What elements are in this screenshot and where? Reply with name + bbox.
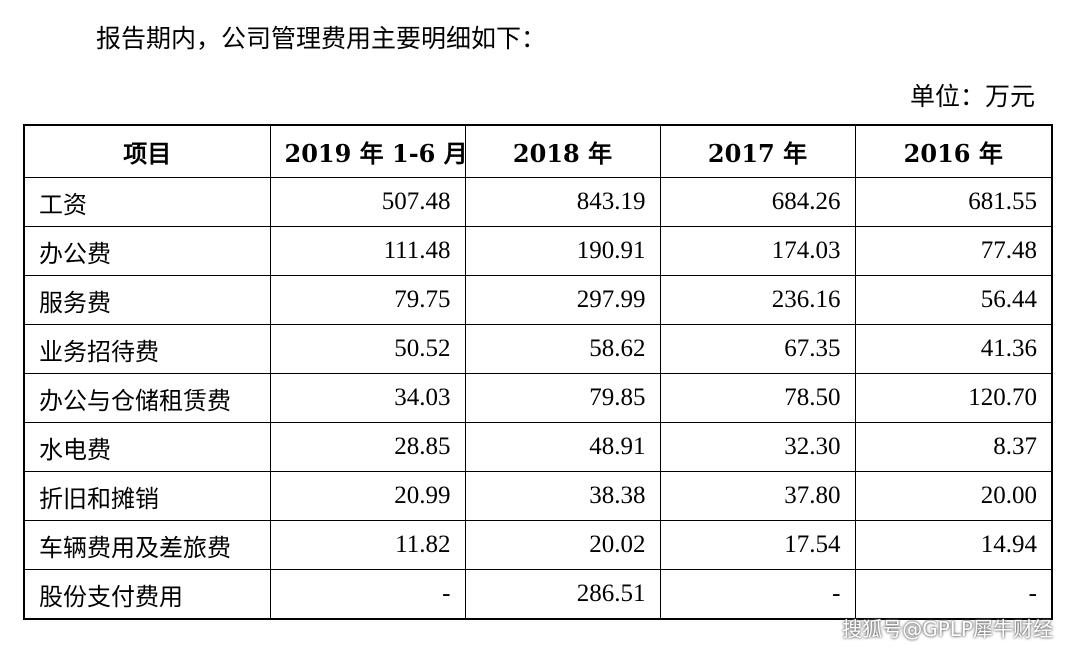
cell-2019-h1: 34.03 <box>269 373 466 423</box>
cell-2018: 58.62 <box>464 324 661 374</box>
table-row: 工资 507.48 843.19 684.26 681.55 <box>23 177 1053 227</box>
unit-label: 单位：万元 <box>909 82 1035 111</box>
cell-2018: 48.91 <box>464 422 661 472</box>
cell-2016: 8.37 <box>854 422 1053 472</box>
cell-2019-h1: 79.75 <box>269 275 466 325</box>
table-row: 办公与仓储租赁费 34.03 79.85 78.50 120.70 <box>23 373 1053 423</box>
cell-2017: 32.30 <box>659 422 856 472</box>
cell-2017: - <box>659 569 856 620</box>
header-item: 项目 <box>23 124 271 178</box>
cell-2019-h1: 11.82 <box>269 520 466 570</box>
table-row: 业务招待费 50.52 58.62 67.35 41.36 <box>23 324 1053 374</box>
row-item-label: 办公费 <box>23 226 271 276</box>
cell-2018: 297.99 <box>464 275 661 325</box>
cell-2016: - <box>854 569 1053 620</box>
cell-2018: 190.91 <box>464 226 661 276</box>
cell-2016: 41.36 <box>854 324 1053 374</box>
cell-2019-h1: 50.52 <box>269 324 466 374</box>
cell-2017: 17.54 <box>659 520 856 570</box>
table-header-row: 项目 2019 年 1-6 月 2018 年 2017 年 2016 年 <box>23 124 1053 178</box>
row-item-label: 股份支付费用 <box>23 569 271 620</box>
table-row: 股份支付费用 - 286.51 - - <box>23 569 1053 620</box>
cell-2017: 37.80 <box>659 471 856 521</box>
watermark: 搜狐号@GPLP犀牛财经 <box>842 617 1053 641</box>
row-item-label: 服务费 <box>23 275 271 325</box>
admin-expense-table: 项目 2019 年 1-6 月 2018 年 2017 年 2016 年 工资 … <box>23 124 1053 620</box>
cell-2017: 67.35 <box>659 324 856 374</box>
cell-2018: 286.51 <box>464 569 661 620</box>
header-2018: 2018 年 <box>464 124 661 178</box>
row-item-label: 车辆费用及差旅费 <box>23 520 271 570</box>
cell-2019-h1: 20.99 <box>269 471 466 521</box>
cell-2016: 20.00 <box>854 471 1053 521</box>
table-row: 服务费 79.75 297.99 236.16 56.44 <box>23 275 1053 325</box>
table-row: 折旧和摊销 20.99 38.38 37.80 20.00 <box>23 471 1053 521</box>
row-item-label: 办公与仓储租赁费 <box>23 373 271 423</box>
row-item-label: 折旧和摊销 <box>23 471 271 521</box>
cell-2019-h1: 28.85 <box>269 422 466 472</box>
row-item-label: 水电费 <box>23 422 271 472</box>
cell-2016: 120.70 <box>854 373 1053 423</box>
cell-2018: 20.02 <box>464 520 661 570</box>
cell-2017: 78.50 <box>659 373 856 423</box>
header-2016: 2016 年 <box>854 124 1053 178</box>
cell-2018: 843.19 <box>464 177 661 227</box>
row-item-label: 工资 <box>23 177 271 227</box>
cell-2017: 174.03 <box>659 226 856 276</box>
cell-2019-h1: - <box>269 569 466 620</box>
table-row: 办公费 111.48 190.91 174.03 77.48 <box>23 226 1053 276</box>
cell-2017: 236.16 <box>659 275 856 325</box>
cell-2018: 38.38 <box>464 471 661 521</box>
cell-2016: 14.94 <box>854 520 1053 570</box>
cell-2016: 681.55 <box>854 177 1053 227</box>
header-2017: 2017 年 <box>659 124 856 178</box>
intro-paragraph: 报告期内，公司管理费用主要明细如下： <box>96 24 547 53</box>
table-row: 水电费 28.85 48.91 32.30 8.37 <box>23 422 1053 472</box>
cell-2018: 79.85 <box>464 373 661 423</box>
cell-2019-h1: 507.48 <box>269 177 466 227</box>
cell-2016: 56.44 <box>854 275 1053 325</box>
header-2019-h1: 2019 年 1-6 月 <box>269 124 466 178</box>
row-item-label: 业务招待费 <box>23 324 271 374</box>
cell-2016: 77.48 <box>854 226 1053 276</box>
table-row: 车辆费用及差旅费 11.82 20.02 17.54 14.94 <box>23 520 1053 570</box>
cell-2017: 684.26 <box>659 177 856 227</box>
cell-2019-h1: 111.48 <box>269 226 466 276</box>
